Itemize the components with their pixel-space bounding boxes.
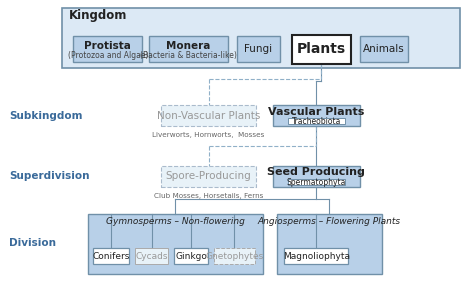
Text: Angiosperms – Flowering Plants: Angiosperms – Flowering Plants [258, 217, 401, 226]
Text: Gnetophytes: Gnetophytes [205, 252, 264, 261]
Text: Monera: Monera [166, 40, 210, 50]
FancyBboxPatch shape [214, 248, 255, 264]
Text: Cycads: Cycads [136, 252, 168, 261]
Text: (Protozoa and Algae): (Protozoa and Algae) [68, 50, 148, 60]
FancyBboxPatch shape [161, 166, 256, 187]
Text: Fungi: Fungi [244, 44, 273, 54]
FancyBboxPatch shape [273, 166, 360, 187]
FancyBboxPatch shape [360, 36, 408, 62]
FancyBboxPatch shape [292, 35, 351, 64]
FancyBboxPatch shape [284, 248, 348, 264]
Text: Gymnosperms – Non-flowering: Gymnosperms – Non-flowering [106, 217, 245, 226]
FancyBboxPatch shape [161, 105, 256, 126]
Text: Kingdom: Kingdom [69, 9, 127, 22]
FancyBboxPatch shape [88, 214, 263, 274]
Text: Protista: Protista [84, 40, 131, 50]
Text: Seed Producing: Seed Producing [267, 168, 365, 178]
Text: Spore-Producing: Spore-Producing [166, 171, 251, 181]
FancyBboxPatch shape [62, 8, 460, 68]
Text: Superdivision: Superdivision [9, 171, 90, 181]
FancyBboxPatch shape [93, 248, 129, 264]
Text: Subkingdom: Subkingdom [9, 111, 83, 120]
Text: Magnoliophyta: Magnoliophyta [283, 252, 350, 261]
Text: Non-Vascular Plants: Non-Vascular Plants [157, 111, 260, 120]
Text: Division: Division [9, 238, 56, 248]
Text: Liverworts, Hornworts,  Mosses: Liverworts, Hornworts, Mosses [152, 132, 265, 138]
Text: Spermatophyta: Spermatophyta [287, 178, 346, 187]
Text: Ginkgo: Ginkgo [175, 252, 207, 261]
Text: Conifers: Conifers [92, 252, 130, 261]
FancyBboxPatch shape [135, 248, 168, 264]
FancyBboxPatch shape [288, 179, 345, 185]
Text: Animals: Animals [363, 44, 405, 54]
Text: Vascular Plants: Vascular Plants [268, 107, 365, 117]
FancyBboxPatch shape [273, 105, 360, 126]
Text: Club Mosses, Horsetails, Ferns: Club Mosses, Horsetails, Ferns [154, 193, 263, 199]
Text: (Bacteria & Bacteria-like): (Bacteria & Bacteria-like) [140, 50, 237, 60]
Text: Tracheobiota: Tracheobiota [292, 117, 341, 126]
FancyBboxPatch shape [174, 248, 208, 264]
FancyBboxPatch shape [277, 214, 382, 274]
FancyBboxPatch shape [288, 119, 345, 124]
FancyBboxPatch shape [149, 36, 228, 62]
Text: Plants: Plants [297, 42, 346, 57]
FancyBboxPatch shape [73, 36, 142, 62]
FancyBboxPatch shape [237, 36, 280, 62]
